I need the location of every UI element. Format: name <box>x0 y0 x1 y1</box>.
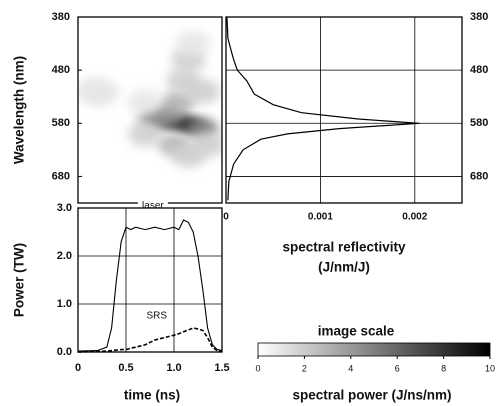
image-spot <box>185 79 220 104</box>
y-axis-label: Wavelength (nm) <box>12 56 27 164</box>
image-spot <box>128 121 163 147</box>
y-tick-label: 0.0 <box>57 346 72 358</box>
y-axis-label: Power (TW) <box>12 243 27 317</box>
colorbar-tick-label: 0 <box>255 363 260 373</box>
y-tick-label: 380 <box>470 11 488 23</box>
x-tick-label: 1.0 <box>166 362 181 374</box>
x-axis-label: spectral reflectivity <box>282 240 406 255</box>
power-line <box>77 327 223 353</box>
x-tick-label: 0.002 <box>402 212 427 223</box>
y-tick-label: 3.0 <box>57 202 72 214</box>
reflectivity-line <box>226 16 420 201</box>
colorbar <box>257 342 491 357</box>
image-spot <box>127 88 163 116</box>
y-tick-label: 580 <box>470 117 488 129</box>
x-tick-label: 0.5 <box>118 362 133 374</box>
colorbar-title: image scale <box>318 324 395 339</box>
x-tick-label: 0.001 <box>308 212 333 223</box>
frame <box>77 207 223 353</box>
series-label: SRS <box>146 311 167 322</box>
y-tick-label: 480 <box>470 64 488 76</box>
image-spot <box>84 79 120 106</box>
image-spot <box>175 30 211 57</box>
y-tick-label: 580 <box>52 117 70 129</box>
colorbar-label: spectral power (J/ns/nm) <box>292 388 451 403</box>
x-axis-units: (J/nm/J) <box>318 260 370 275</box>
y-tick-label: 1.0 <box>57 298 72 310</box>
colorbar-tick-label: 8 <box>441 363 446 373</box>
x-axis-label: time (ns) <box>124 388 180 403</box>
label-background <box>137 199 168 212</box>
colorbar-tick-label: 4 <box>348 363 353 373</box>
x-tick-label: 0 <box>223 212 229 223</box>
power-line <box>77 219 223 352</box>
colorbar-tick-label: 2 <box>302 363 307 373</box>
x-tick-label: 0 <box>75 362 81 374</box>
y-tick-label: 680 <box>52 170 70 182</box>
image <box>78 30 222 168</box>
y-tick-label: 2.0 <box>57 250 72 262</box>
y-tick-label: 380 <box>52 11 70 23</box>
image-spot <box>190 132 222 157</box>
frame <box>225 16 463 204</box>
colorbar-tick-label: 10 <box>485 363 495 373</box>
colorbar-tick-label: 6 <box>395 363 400 373</box>
x-tick-label: 1.5 <box>214 362 229 374</box>
y-tick-label: 480 <box>52 64 70 76</box>
y-tick-label: 680 <box>470 170 488 182</box>
series-label: laser <box>142 201 164 212</box>
